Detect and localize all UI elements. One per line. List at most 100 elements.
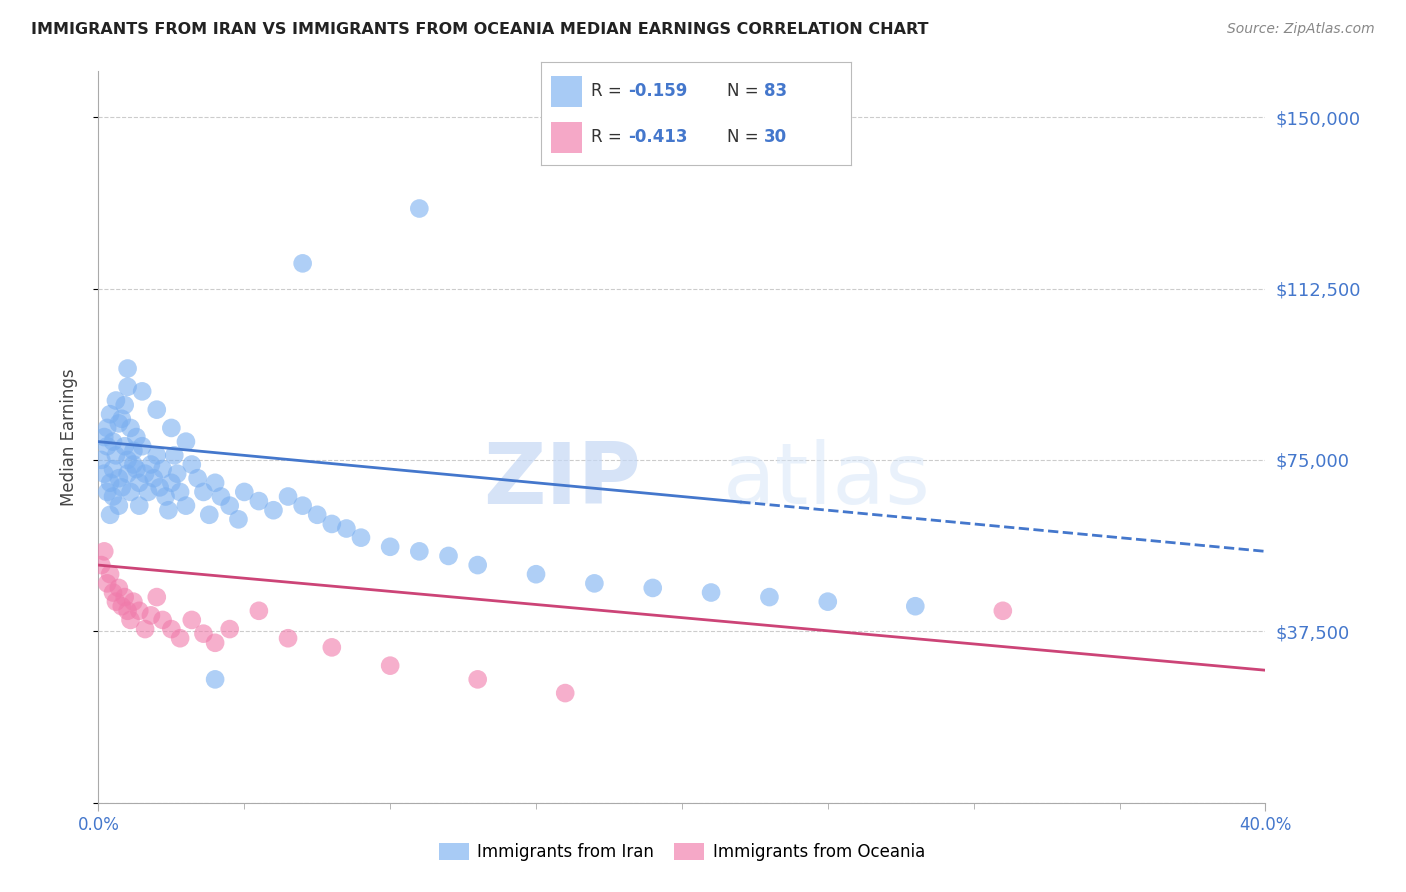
Point [218,622,240,636]
Point [209,490,232,504]
Point [93,430,115,444]
Point [122,443,145,458]
Point [157,503,180,517]
Point [408,202,430,216]
Point [101,585,124,599]
Point [136,484,159,499]
Point [128,499,150,513]
Point [101,434,124,449]
Point [101,490,124,504]
Point [114,398,136,412]
Point [128,475,150,490]
Point [149,480,172,494]
Text: Source: ZipAtlas.com: Source: ZipAtlas.com [1227,22,1375,37]
Point [114,439,136,453]
Point [174,499,197,513]
Point [193,484,215,499]
Point [641,581,664,595]
Point [104,594,127,608]
Point [160,475,183,490]
Point [262,503,284,517]
Point [233,484,256,499]
Point [408,544,430,558]
Point [277,632,299,646]
Point [904,599,927,614]
Point [160,622,183,636]
Point [228,512,250,526]
Point [111,599,134,614]
Point [204,673,226,687]
Point [120,613,142,627]
Point [134,622,156,636]
Point [204,636,226,650]
Point [169,632,191,646]
Point [98,567,121,582]
Point [380,658,402,673]
Point [187,471,209,485]
Point [291,499,314,513]
Point [90,558,112,573]
Point [98,407,121,421]
Point [218,499,240,513]
Point [991,604,1014,618]
Text: atlas: atlas [723,440,931,523]
Point [108,499,131,513]
Point [467,558,489,573]
Point [307,508,329,522]
Text: R =: R = [591,128,627,146]
Point [125,430,148,444]
Point [122,594,145,608]
Point [104,448,127,462]
Y-axis label: Median Earnings: Median Earnings [59,368,77,506]
Point [204,475,226,490]
Point [335,521,357,535]
Point [277,490,299,504]
Point [108,471,131,485]
Point [128,604,150,618]
Point [380,540,402,554]
Point [122,458,145,472]
Point [166,467,188,481]
Point [247,494,270,508]
Point [96,576,118,591]
Point [98,475,121,490]
Point [160,421,183,435]
Point [524,567,547,582]
Point [291,256,314,270]
Point [758,590,780,604]
Bar [551,122,582,153]
Point [96,484,118,499]
Point [437,549,460,563]
Point [321,640,343,655]
Point [131,384,153,399]
Point [93,544,115,558]
Point [198,508,221,522]
Point [146,590,169,604]
Text: 83: 83 [763,82,787,100]
Point [111,411,134,425]
Text: -0.159: -0.159 [628,82,688,100]
Point [120,484,142,499]
Text: IMMIGRANTS FROM IRAN VS IMMIGRANTS FROM OCEANIA MEDIAN EARNINGS CORRELATION CHAR: IMMIGRANTS FROM IRAN VS IMMIGRANTS FROM … [31,22,928,37]
Point [174,434,197,449]
Point [117,380,139,394]
Text: N =: N = [727,82,763,100]
Point [583,576,606,591]
Point [155,490,177,504]
Point [193,626,215,640]
Point [117,361,139,376]
Point [104,393,127,408]
Text: ZIP: ZIP [484,440,641,523]
Point [120,421,142,435]
Text: -0.413: -0.413 [628,128,688,146]
Point [93,467,115,481]
Point [139,458,162,472]
Point [467,673,489,687]
Point [163,448,186,462]
Point [321,516,343,531]
Point [117,467,139,481]
Point [180,613,202,627]
Point [111,480,134,494]
Point [134,467,156,481]
Point [101,462,124,476]
